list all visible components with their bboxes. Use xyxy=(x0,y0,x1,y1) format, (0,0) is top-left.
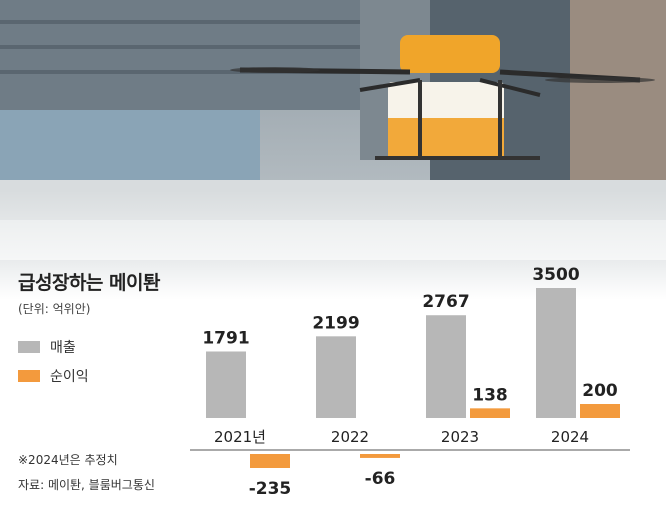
x-tick-label: 2022 xyxy=(331,428,369,446)
legend-swatch xyxy=(18,341,40,353)
x-tick-label: 2023 xyxy=(441,428,479,446)
bar-revenue xyxy=(316,336,356,418)
x-tick-label: 2021년 xyxy=(214,428,266,446)
data-label: 2767 xyxy=(422,292,469,312)
drone-illustration xyxy=(230,35,655,160)
bar-revenue xyxy=(206,351,246,418)
bar-revenue xyxy=(536,288,576,418)
data-label: 138 xyxy=(472,385,508,405)
bar-profit xyxy=(580,404,620,418)
data-label: 1791 xyxy=(202,328,249,348)
drone-photo xyxy=(0,0,666,300)
legend-label: 매출 xyxy=(50,340,76,356)
note-estimate: ※2024년은 추정치 xyxy=(18,453,118,467)
legend-label: 순이익 xyxy=(50,369,89,385)
data-label: -66 xyxy=(365,469,396,489)
data-label: 2199 xyxy=(312,313,359,333)
bar-profit xyxy=(470,408,510,418)
source-label: 자료: 메이퇀, 블룸버그통신 xyxy=(18,478,155,492)
bar-revenue xyxy=(426,315,466,418)
legend-profit: 순이익 xyxy=(18,366,89,386)
data-label: 3500 xyxy=(532,265,579,285)
legend-revenue: 매출 xyxy=(18,337,76,357)
chart-title: 급성장하는 메이퇀 xyxy=(18,272,160,294)
data-label: 200 xyxy=(582,381,618,401)
legend-swatch xyxy=(18,370,40,382)
bar-profit xyxy=(250,454,290,468)
data-label: -235 xyxy=(249,479,292,499)
unit-label: (단위: 억위안) xyxy=(18,302,91,316)
x-tick-label: 2024 xyxy=(551,428,589,446)
bar-profit xyxy=(360,454,400,458)
